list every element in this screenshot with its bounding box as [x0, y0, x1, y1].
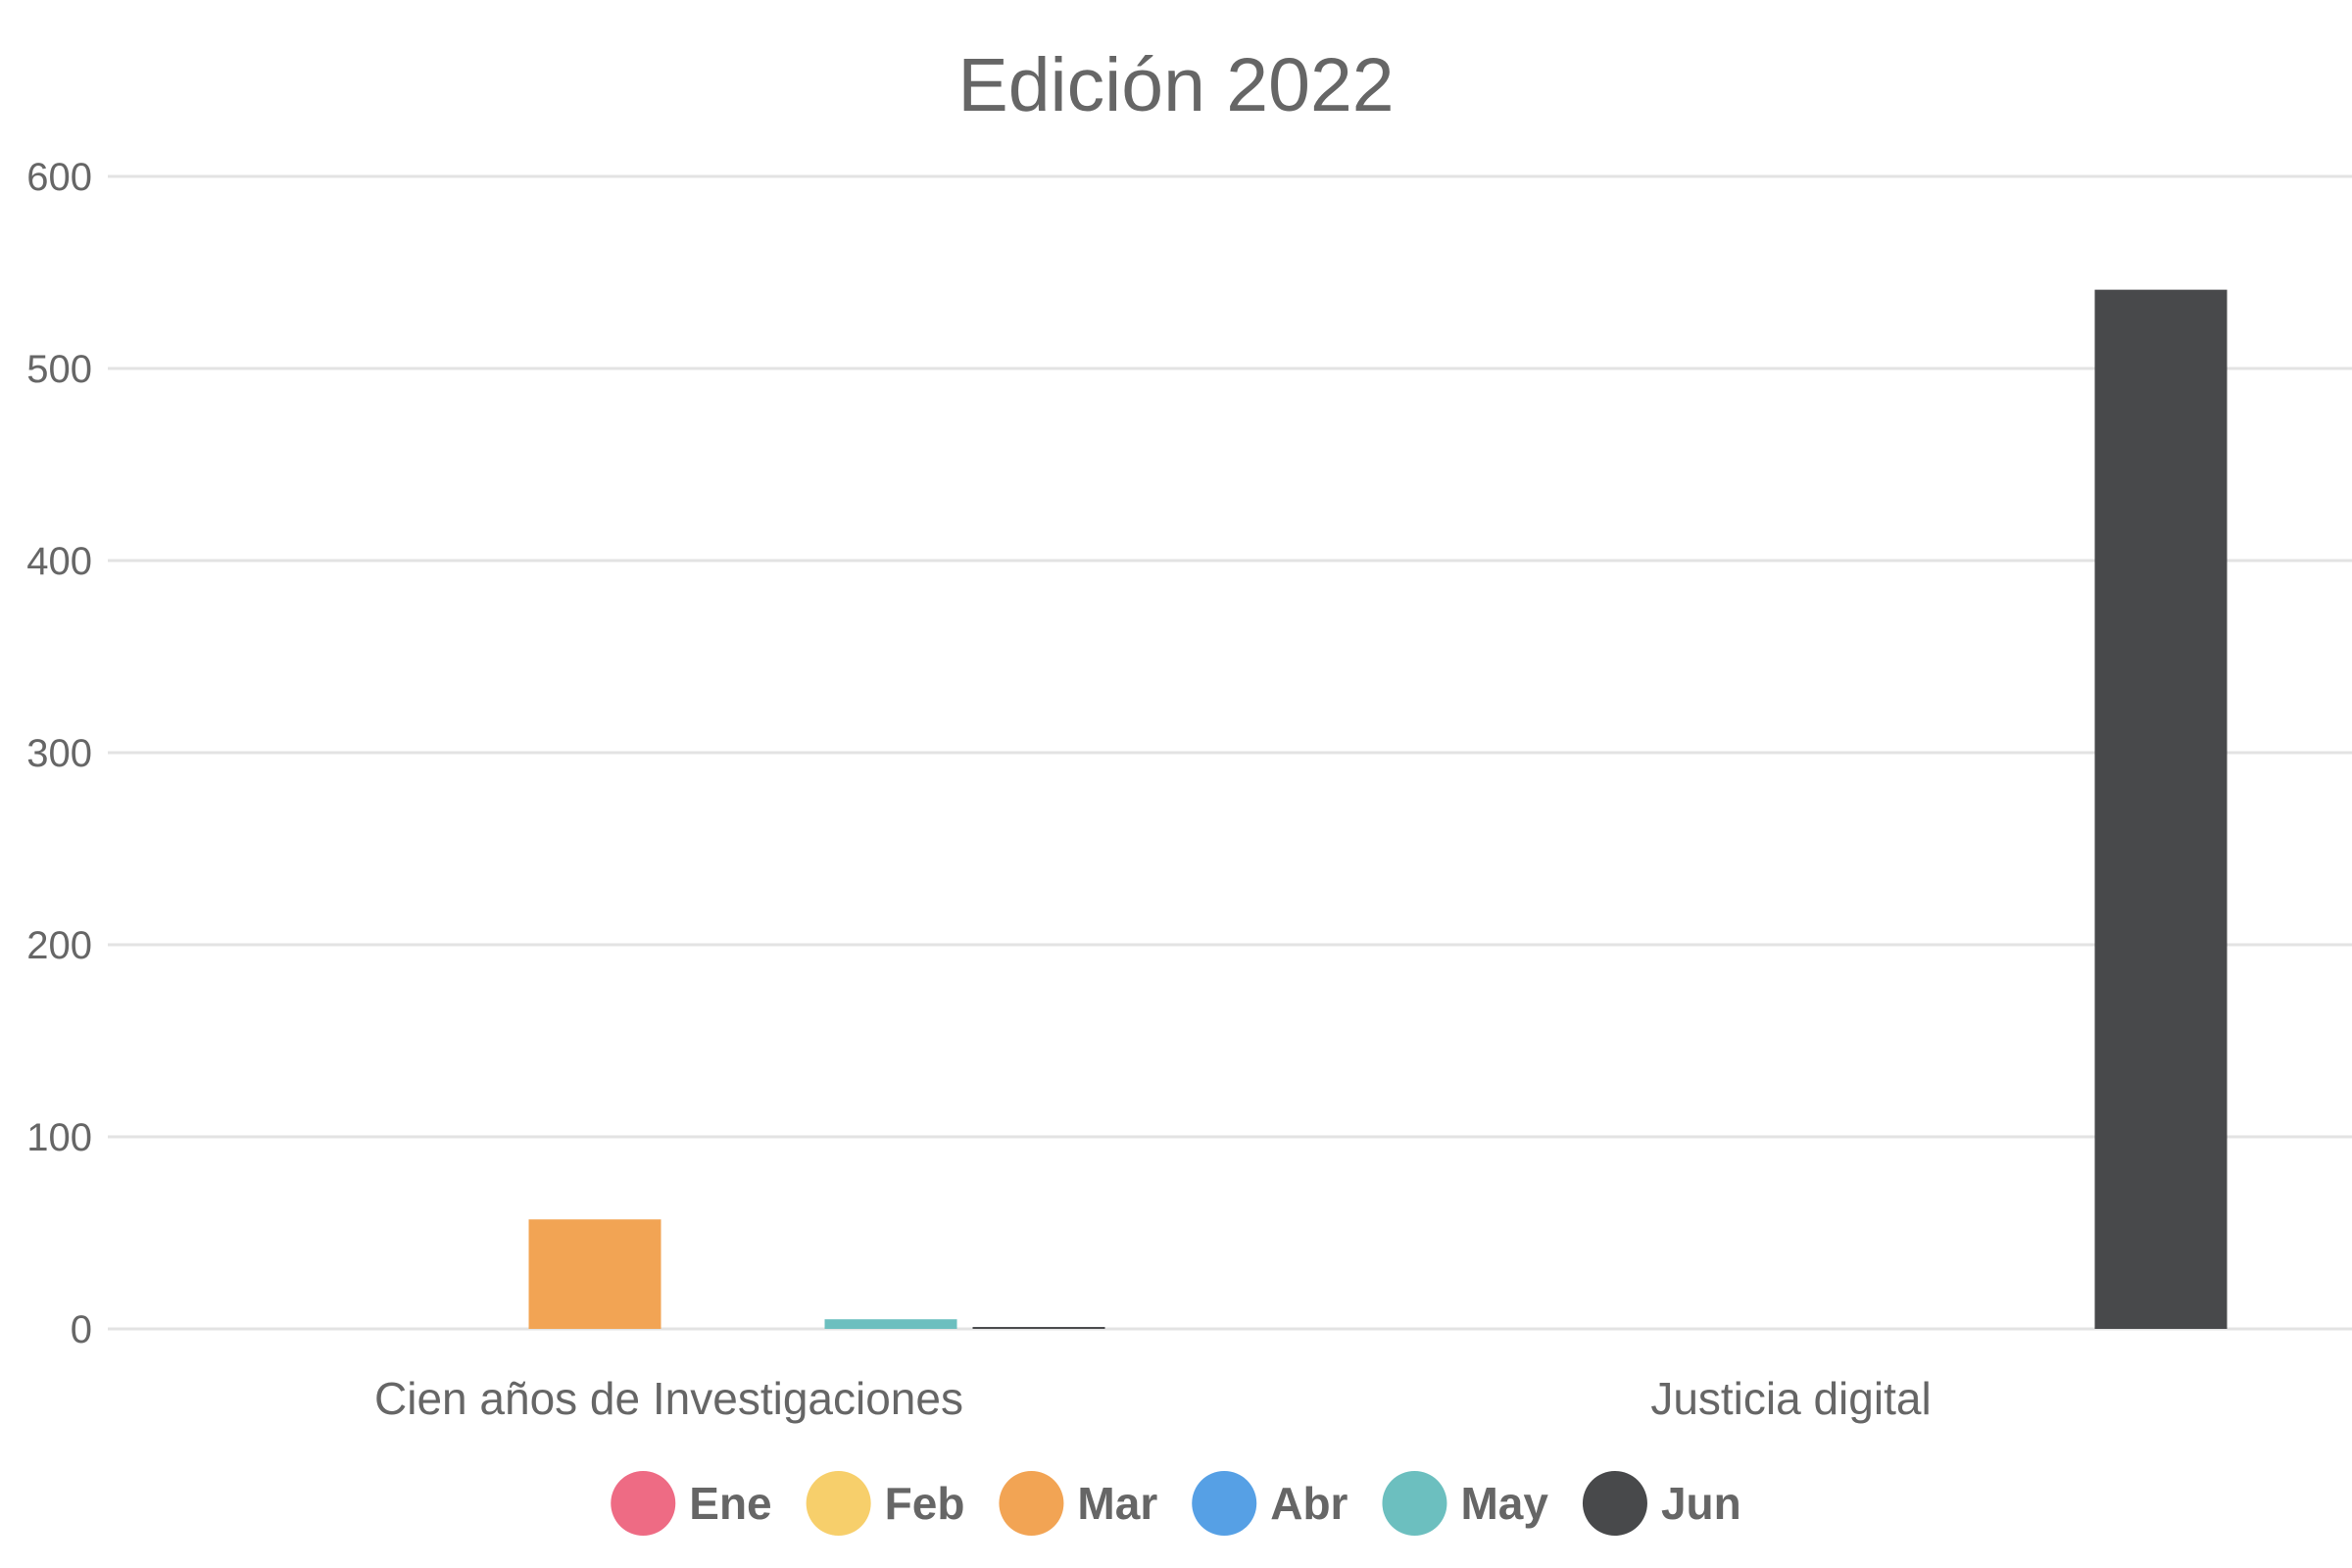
y-tick-label: 600	[26, 156, 92, 199]
legend-label: Feb	[885, 1478, 965, 1529]
legend-item-ene[interactable]: Ene	[611, 1471, 772, 1536]
legend-item-mar[interactable]: Mar	[999, 1471, 1157, 1536]
legend-label: Mar	[1077, 1478, 1157, 1529]
legend-swatch	[1192, 1471, 1257, 1536]
legend-label: May	[1460, 1478, 1548, 1529]
legend-swatch	[611, 1471, 676, 1536]
y-tick-label: 0	[71, 1308, 92, 1351]
legend-item-jun[interactable]: Jun	[1582, 1471, 1741, 1536]
legend-item-feb[interactable]: Feb	[806, 1471, 965, 1536]
legend-swatch	[1382, 1471, 1447, 1536]
bars	[528, 289, 2228, 1329]
legend-label: Ene	[689, 1478, 771, 1529]
legend-item-abr[interactable]: Abr	[1192, 1471, 1348, 1536]
bar-jun	[2094, 289, 2228, 1329]
legend-label: Abr	[1270, 1478, 1348, 1529]
legend-swatch	[999, 1471, 1064, 1536]
y-tick-label: 100	[26, 1116, 92, 1159]
y-tick-label: 400	[26, 540, 92, 583]
y-tick-label: 500	[26, 348, 92, 391]
y-axis-ticks: 0 100 200 300 400 500 600	[26, 156, 92, 1351]
y-tick-label: 200	[26, 924, 92, 967]
legend-swatch	[806, 1471, 871, 1536]
x-category-label: Justicia digital	[1650, 1373, 1931, 1424]
chart-title: Edición 2022	[957, 43, 1394, 127]
x-category-label: Cien años de Investigaciones	[374, 1373, 963, 1424]
legend-swatch	[1582, 1471, 1647, 1536]
bar-mar	[528, 1219, 662, 1329]
gridlines	[108, 174, 2352, 1331]
legend-item-may[interactable]: May	[1382, 1471, 1548, 1536]
legend: Ene Feb Mar Abr May Jun	[611, 1471, 1741, 1536]
bar-may	[824, 1319, 957, 1329]
legend-label: Jun	[1661, 1478, 1741, 1529]
bar-jun	[972, 1327, 1105, 1329]
x-axis-categories: Cien años de Investigaciones Justicia dig…	[374, 1373, 1932, 1424]
y-tick-label: 300	[26, 732, 92, 775]
